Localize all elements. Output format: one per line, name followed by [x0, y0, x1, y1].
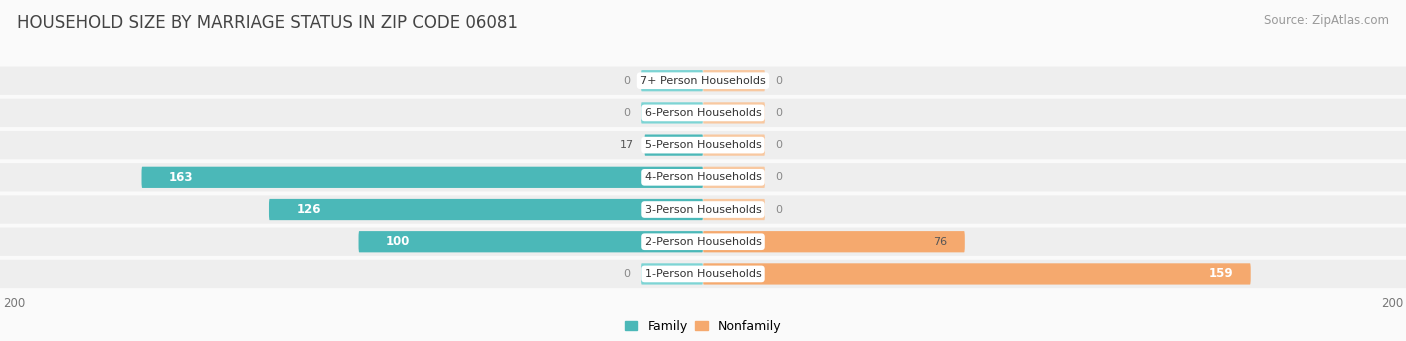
FancyBboxPatch shape	[641, 263, 703, 284]
FancyBboxPatch shape	[703, 231, 965, 252]
FancyBboxPatch shape	[644, 134, 703, 156]
FancyBboxPatch shape	[0, 66, 1406, 95]
FancyBboxPatch shape	[703, 167, 765, 188]
Text: 2-Person Households: 2-Person Households	[644, 237, 762, 247]
Text: 0: 0	[775, 172, 782, 182]
FancyBboxPatch shape	[359, 231, 703, 252]
FancyBboxPatch shape	[0, 227, 1406, 256]
Text: 4-Person Households: 4-Person Households	[644, 172, 762, 182]
Text: 7+ Person Households: 7+ Person Households	[640, 76, 766, 86]
Text: 0: 0	[775, 76, 782, 86]
Legend: Family, Nonfamily: Family, Nonfamily	[620, 315, 786, 338]
FancyBboxPatch shape	[703, 199, 765, 220]
FancyBboxPatch shape	[0, 99, 1406, 127]
FancyBboxPatch shape	[0, 260, 1406, 288]
Text: 126: 126	[297, 203, 321, 216]
Text: 163: 163	[169, 171, 194, 184]
Text: 5-Person Households: 5-Person Households	[644, 140, 762, 150]
FancyBboxPatch shape	[0, 163, 1406, 192]
Text: 3-Person Households: 3-Person Households	[644, 205, 762, 214]
FancyBboxPatch shape	[703, 263, 1251, 284]
FancyBboxPatch shape	[0, 195, 1406, 224]
FancyBboxPatch shape	[703, 102, 765, 123]
Text: 17: 17	[620, 140, 634, 150]
Text: 76: 76	[934, 237, 948, 247]
Text: 0: 0	[775, 140, 782, 150]
Text: 0: 0	[775, 205, 782, 214]
Text: 0: 0	[775, 108, 782, 118]
Text: 159: 159	[1209, 267, 1233, 280]
Text: 1-Person Households: 1-Person Households	[644, 269, 762, 279]
FancyBboxPatch shape	[641, 70, 703, 91]
FancyBboxPatch shape	[703, 134, 765, 156]
Text: 0: 0	[624, 76, 631, 86]
Text: 100: 100	[387, 235, 411, 248]
Text: Source: ZipAtlas.com: Source: ZipAtlas.com	[1264, 14, 1389, 27]
FancyBboxPatch shape	[0, 131, 1406, 159]
Text: HOUSEHOLD SIZE BY MARRIAGE STATUS IN ZIP CODE 06081: HOUSEHOLD SIZE BY MARRIAGE STATUS IN ZIP…	[17, 14, 517, 32]
Text: 0: 0	[624, 108, 631, 118]
FancyBboxPatch shape	[269, 199, 703, 220]
FancyBboxPatch shape	[641, 102, 703, 123]
FancyBboxPatch shape	[703, 70, 765, 91]
Text: 6-Person Households: 6-Person Households	[644, 108, 762, 118]
FancyBboxPatch shape	[142, 167, 703, 188]
Text: 0: 0	[624, 269, 631, 279]
